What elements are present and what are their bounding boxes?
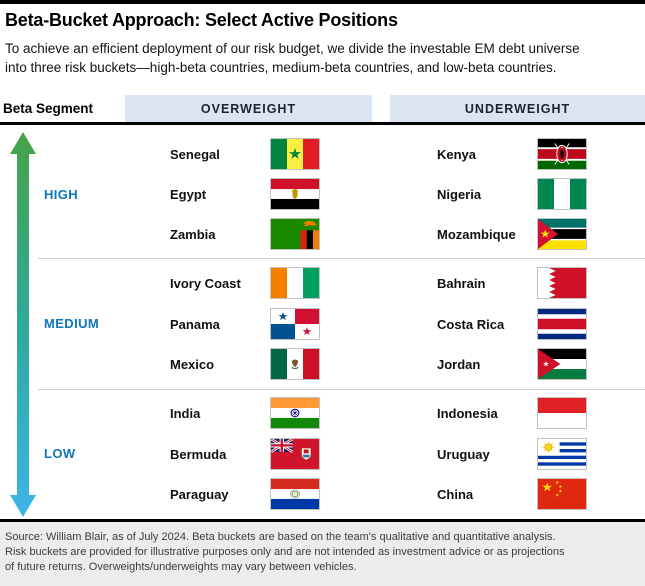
country-label: India xyxy=(170,405,201,421)
subtitle: To achieve an efficient deployment of ou… xyxy=(5,39,643,77)
jordan-flag-icon xyxy=(537,348,587,380)
source-note-line: of future returns. Overweights/underweig… xyxy=(5,561,357,573)
underweight-row: Jordan xyxy=(437,347,587,381)
india-flag-icon xyxy=(270,397,320,429)
segment-separator xyxy=(38,258,645,259)
senegal-flag-icon xyxy=(270,138,320,170)
bermuda-flag-icon xyxy=(270,438,320,470)
underweight-row: Kenya xyxy=(437,137,587,171)
underweight-row: Mozambique xyxy=(437,217,587,251)
bahrain-flag-icon xyxy=(537,267,587,299)
footer-divider-rule xyxy=(0,519,645,522)
overweight-row: Zambia xyxy=(170,217,320,251)
paraguay-flag-icon xyxy=(270,478,320,510)
country-label: Nigeria xyxy=(437,186,482,202)
country-label: Jordan xyxy=(437,356,481,372)
source-note: Source: William Blair, as of July 2024. … xyxy=(0,522,645,586)
egypt-flag-icon xyxy=(270,178,320,210)
overweight-row: India xyxy=(170,396,320,430)
underweight-row: Indonesia xyxy=(437,396,587,430)
ivory-coast-flag-icon xyxy=(270,267,320,299)
overweight-row: Paraguay xyxy=(170,477,320,511)
costa-rica-flag-icon xyxy=(537,308,587,340)
indonesia-flag-icon xyxy=(537,397,587,429)
kenya-flag-icon xyxy=(537,138,587,170)
beta-gradient-arrow-icon xyxy=(10,132,36,517)
country-label: Bermuda xyxy=(170,446,227,462)
country-label: Zambia xyxy=(170,226,216,242)
source-note-line: Risk buckets are provided for illustrati… xyxy=(5,546,565,558)
beta-segment-label-high: HIGH xyxy=(44,187,79,202)
country-label: Uruguay xyxy=(437,446,490,462)
country-label: Kenya xyxy=(437,146,477,162)
country-label: Ivory Coast xyxy=(170,275,241,291)
subtitle-line: into three risk buckets—high-beta countr… xyxy=(5,60,557,75)
country-label: Paraguay xyxy=(170,486,229,502)
underweight-row: China xyxy=(437,477,587,511)
beta-segment-label-low: LOW xyxy=(44,446,76,461)
page-title: Beta-Bucket Approach: Select Active Posi… xyxy=(5,10,398,30)
beta-segment-label-medium: MEDIUM xyxy=(44,316,100,331)
underweight-row: Bahrain xyxy=(437,266,587,300)
source-note-line: Source: William Blair, as of July 2024. … xyxy=(5,531,556,543)
beta-segment-column-header: Beta Segment xyxy=(3,101,94,116)
overweight-row: Bermuda xyxy=(170,437,320,471)
zambia-flag-icon xyxy=(270,218,320,250)
china-flag-icon xyxy=(537,478,587,510)
underweight-row: Uruguay xyxy=(437,437,587,471)
country-label: Costa Rica xyxy=(437,316,505,332)
country-label: Panama xyxy=(170,316,220,332)
overweight-row: Senegal xyxy=(170,137,320,171)
overweight-row: Ivory Coast xyxy=(170,266,320,300)
overweight-row: Mexico xyxy=(170,347,320,381)
overweight-row: Egypt xyxy=(170,177,320,211)
overweight-row: Panama xyxy=(170,307,320,341)
panama-flag-icon xyxy=(270,308,320,340)
overweight-column-header: OVERWEIGHT xyxy=(125,95,372,122)
country-label: Bahrain xyxy=(437,275,486,291)
mozambique-flag-icon xyxy=(537,218,587,250)
segment-separator xyxy=(38,389,645,390)
nigeria-flag-icon xyxy=(537,178,587,210)
header-divider-rule xyxy=(0,122,645,125)
country-label: Egypt xyxy=(170,186,207,202)
uruguay-flag-icon xyxy=(537,438,587,470)
country-label: Senegal xyxy=(170,146,220,162)
mexico-flag-icon xyxy=(270,348,320,380)
country-label: Indonesia xyxy=(437,405,498,421)
top-rule xyxy=(0,0,645,4)
country-label: China xyxy=(437,486,474,502)
country-label: Mozambique xyxy=(437,226,516,242)
underweight-row: Nigeria xyxy=(437,177,587,211)
country-label: Mexico xyxy=(170,356,215,372)
underweight-row: Costa Rica xyxy=(437,307,587,341)
subtitle-line: To achieve an efficient deployment of ou… xyxy=(5,41,580,56)
underweight-column-header: UNDERWEIGHT xyxy=(390,95,645,122)
